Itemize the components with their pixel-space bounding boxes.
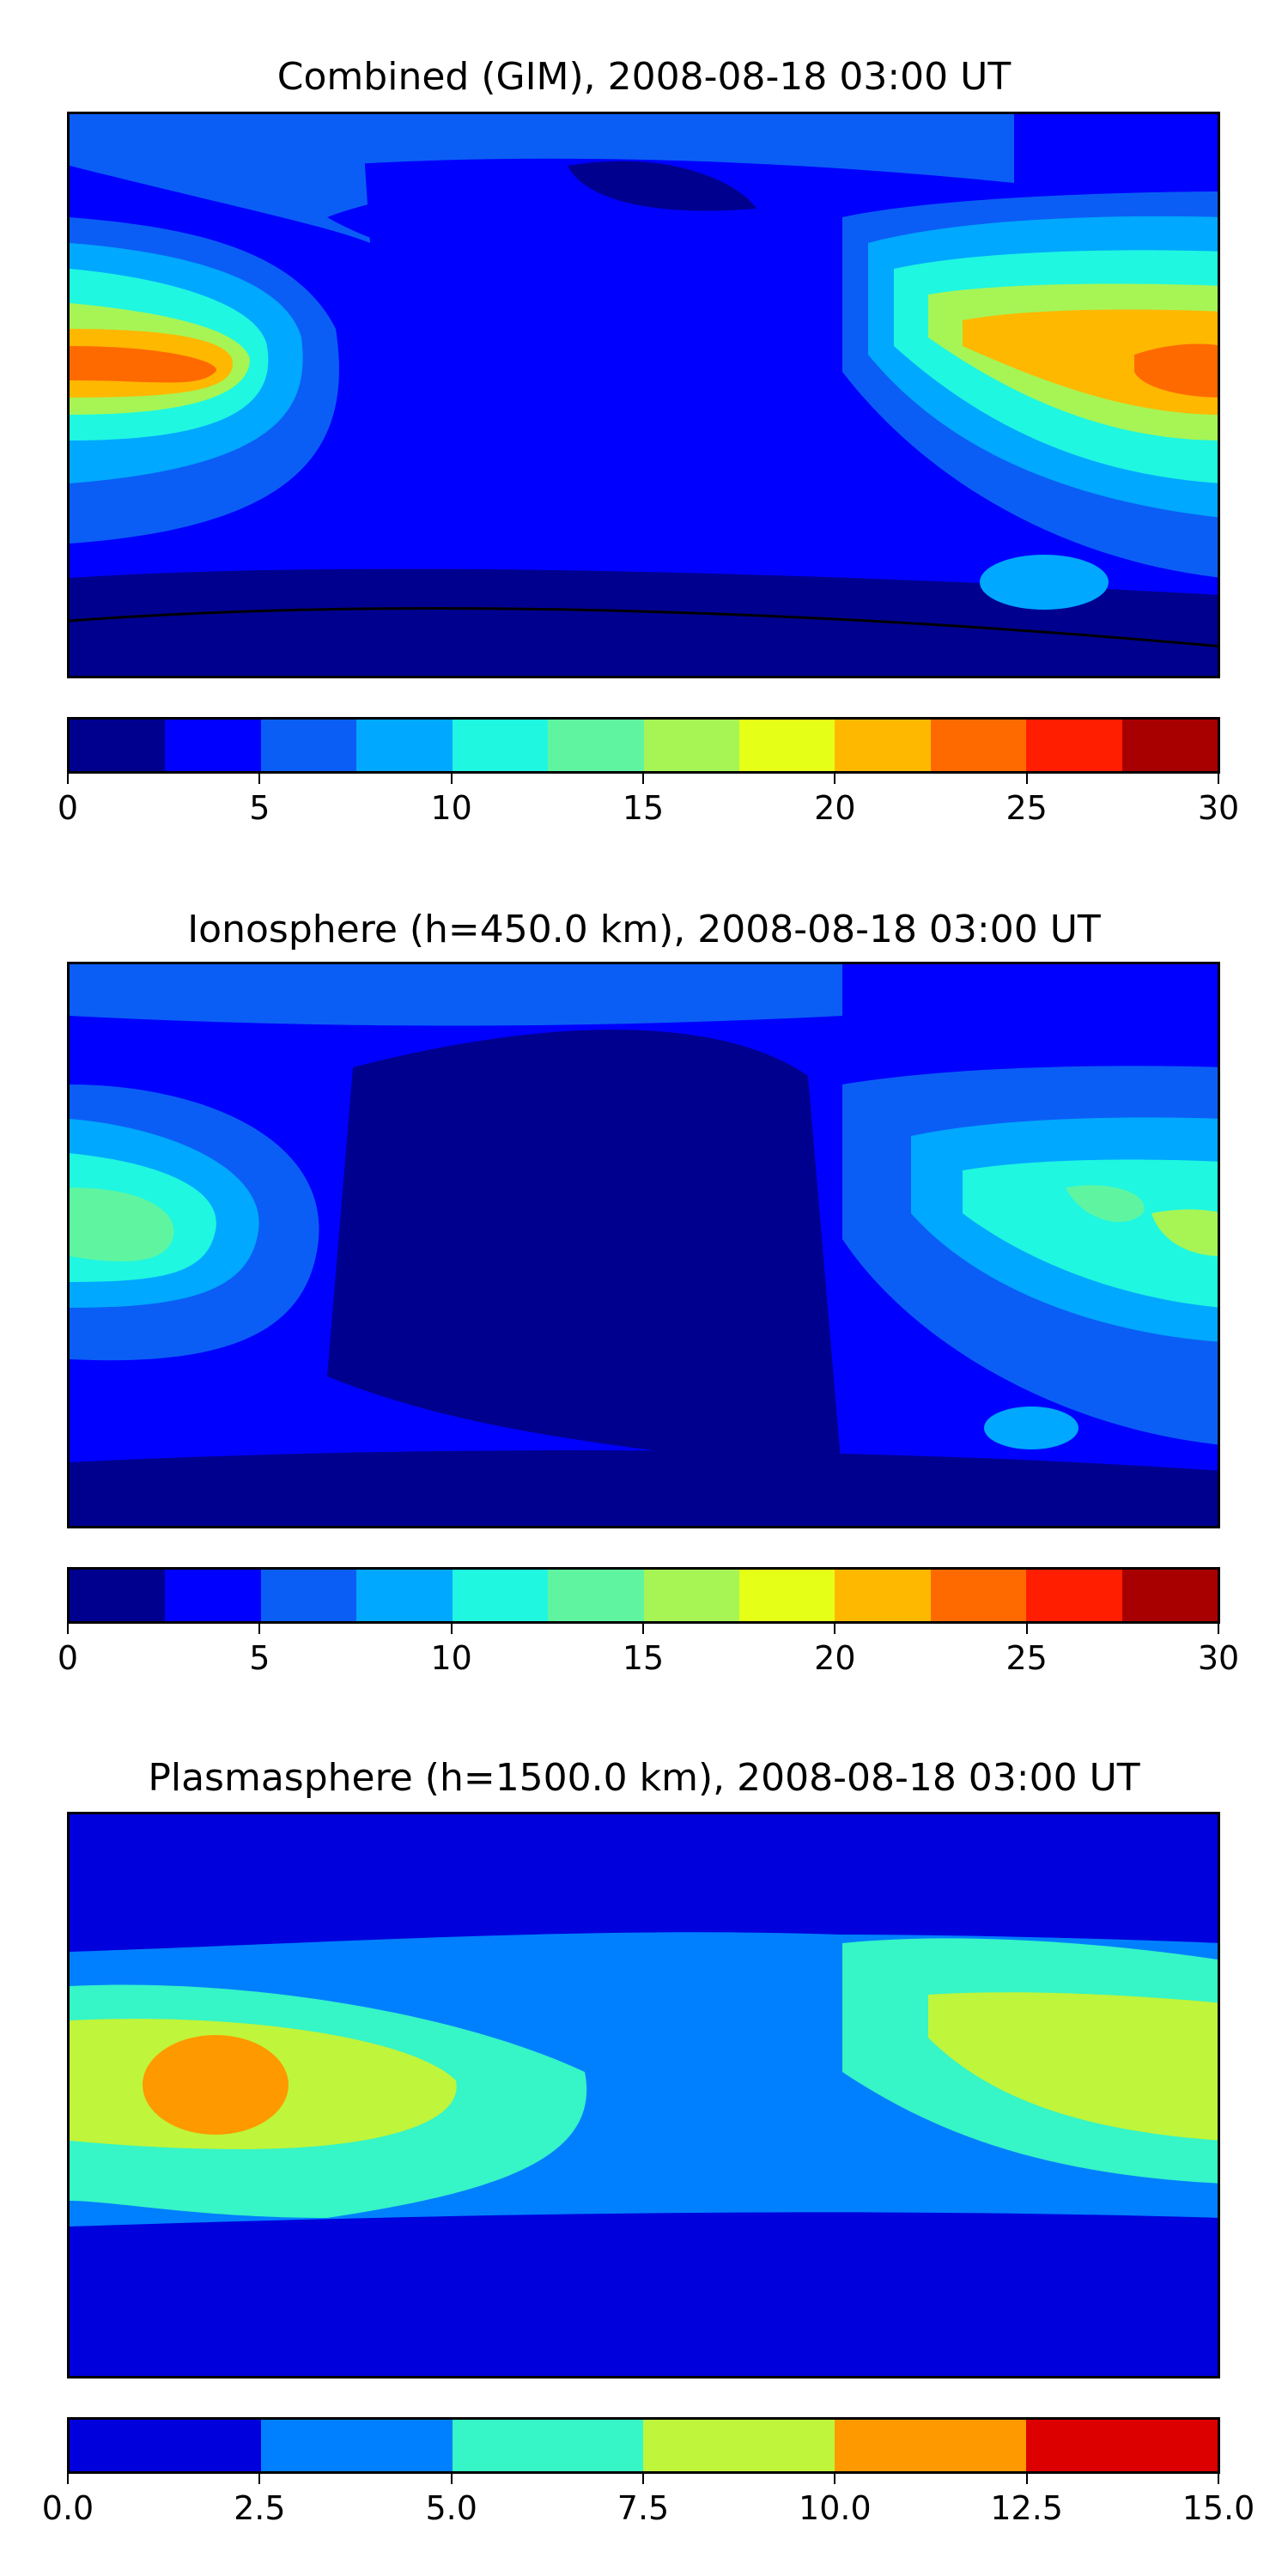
colorbar-tick xyxy=(642,2474,644,2484)
colorbar-tick-label: 10 xyxy=(430,789,472,827)
colorbar-tick xyxy=(258,2474,261,2484)
colorbar-tick xyxy=(450,774,453,784)
colorbar-tick-label: 10 xyxy=(430,1639,472,1677)
colorbar-tick-label: 0 xyxy=(57,1639,79,1677)
colorbar-segment xyxy=(452,720,549,771)
contour-map xyxy=(70,114,1218,676)
colorbar-segment xyxy=(260,720,357,771)
colorbar-tick-label: 7.5 xyxy=(617,2489,670,2527)
contour-map xyxy=(70,1814,1218,2376)
colorbar-segment xyxy=(930,1570,1027,1621)
colorbar-segment xyxy=(835,720,931,771)
colorbar-tick xyxy=(1218,774,1219,784)
panel-title: Combined (GIM), 2008-08-18 03:00 UT xyxy=(276,55,1012,99)
colorbar-tick xyxy=(450,2474,453,2484)
colorbar-tick xyxy=(1025,774,1028,784)
colorbar-tick xyxy=(1218,2474,1219,2484)
colorbar-segment xyxy=(548,1570,644,1621)
colorbar-ionosphere xyxy=(67,1567,1220,1624)
colorbar-segment xyxy=(1026,720,1122,771)
colorbar-segment xyxy=(356,1570,453,1621)
colorbar-tick-label: 2.5 xyxy=(234,2489,286,2527)
colorbar-tick xyxy=(834,1624,836,1634)
colorbar-tick xyxy=(258,1624,261,1634)
colorbar-tick-label: 12.5 xyxy=(990,2489,1063,2527)
colorbar-tick-label: 5 xyxy=(249,789,270,827)
colorbar-tick xyxy=(450,1624,453,1634)
colorbar-segment xyxy=(930,720,1027,771)
colorbar-tick xyxy=(67,2474,69,2484)
colorbar-tick xyxy=(67,774,69,784)
colorbar-segment xyxy=(260,2420,453,2471)
colorbar-segment xyxy=(165,720,261,771)
colorbar-segment xyxy=(260,1570,357,1621)
colorbar-tick-label: 15 xyxy=(622,789,665,827)
colorbar-segment xyxy=(1026,2420,1218,2471)
contour-map xyxy=(70,964,1218,1526)
colorbar-tick-label: 15 xyxy=(622,1639,665,1677)
colorbar-segment xyxy=(165,1570,261,1621)
colorbar-tick xyxy=(834,774,836,784)
colorbar-tick xyxy=(642,1624,644,1634)
colorbar-tick xyxy=(1025,1624,1028,1634)
colorbar-tick-label: 20 xyxy=(814,1639,856,1677)
colorbar-segment xyxy=(643,720,739,771)
colorbar-segment xyxy=(70,2420,261,2471)
colorbar-tick-label: 0 xyxy=(57,789,79,827)
colorbar-segment xyxy=(738,720,835,771)
colorbar-combined xyxy=(67,717,1220,774)
colorbar-segment xyxy=(738,1570,835,1621)
colorbar-segment xyxy=(1026,1570,1122,1621)
colorbar-tick-label: 20 xyxy=(814,789,856,827)
colorbar-segment xyxy=(452,1570,549,1621)
colorbar-segment xyxy=(70,1570,166,1621)
colorbar-segment xyxy=(643,2420,835,2471)
colorbar-tick xyxy=(642,774,644,784)
colorbar-segment xyxy=(70,720,166,771)
colorbar-tick-label: 5.0 xyxy=(425,2489,477,2527)
colorbar-segment xyxy=(548,720,644,771)
colorbar-tick-label: 30 xyxy=(1197,789,1240,827)
colorbar-tick xyxy=(1025,2474,1028,2484)
colorbar-tick-label: 25 xyxy=(1005,1639,1048,1677)
colorbar-tick xyxy=(258,774,261,784)
colorbar-tick-label: 30 xyxy=(1197,1639,1240,1677)
colorbar-segment xyxy=(835,2420,1027,2471)
colorbar-tick xyxy=(67,1624,69,1634)
colorbar-segment xyxy=(1121,720,1218,771)
map-ionosphere xyxy=(67,962,1220,1528)
map-plasmasphere xyxy=(67,1812,1220,2379)
colorbar-tick-label: 15.0 xyxy=(1182,2489,1255,2527)
colorbar-plasmasphere xyxy=(67,2417,1220,2474)
colorbar-tick xyxy=(834,2474,836,2484)
colorbar-segment xyxy=(452,2420,644,2471)
colorbar-tick-label: 5 xyxy=(249,1639,270,1677)
colorbar-tick xyxy=(1218,1624,1219,1634)
map-combined xyxy=(67,112,1220,678)
panel-title: Plasmasphere (h=1500.0 km), 2008-08-18 0… xyxy=(148,1756,1140,1800)
colorbar-segment xyxy=(835,1570,931,1621)
colorbar-segment xyxy=(1121,1570,1218,1621)
colorbar-segment xyxy=(356,720,453,771)
colorbar-segment xyxy=(643,1570,739,1621)
colorbar-tick-label: 10.0 xyxy=(799,2489,872,2527)
colorbar-tick-label: 0.0 xyxy=(41,2489,94,2527)
colorbar-tick-label: 25 xyxy=(1005,789,1048,827)
panel-title: Ionosphere (h=450.0 km), 2008-08-18 03:0… xyxy=(187,908,1101,951)
